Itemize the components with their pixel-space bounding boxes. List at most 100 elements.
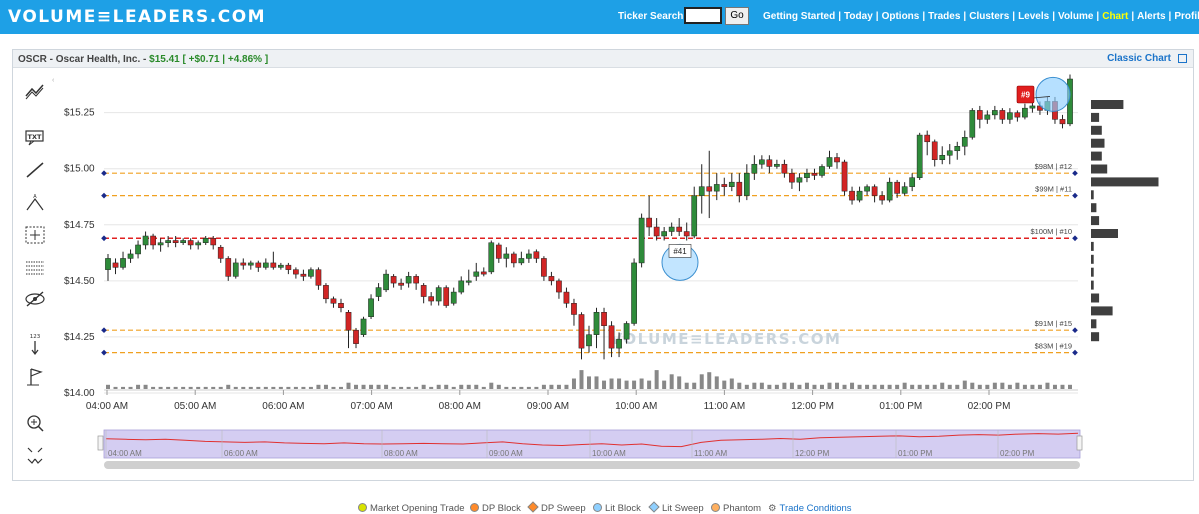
- nav-clusters[interactable]: Clusters: [969, 11, 1010, 22]
- candle-up: [661, 231, 668, 237]
- volume-bar: [166, 386, 171, 389]
- abc-pattern-tool-icon[interactable]: A: [20, 190, 50, 216]
- volume-bar: [338, 386, 343, 389]
- candle-down: [653, 226, 660, 237]
- candle-up: [247, 262, 254, 266]
- candle-down: [533, 251, 540, 259]
- hide-drawings-icon[interactable]: [20, 286, 50, 312]
- legend-item-dp-sweep[interactable]: DP Sweep: [527, 501, 586, 514]
- candle-down: [548, 276, 555, 282]
- volume-bar: [256, 386, 261, 389]
- volume-bar: [436, 384, 441, 389]
- volume-bar: [271, 386, 276, 389]
- legend-label: Market Opening Trade: [370, 503, 465, 514]
- volume-bar: [278, 386, 283, 389]
- candle-down: [556, 280, 562, 293]
- volume-bar: [384, 384, 389, 389]
- candle-up: [856, 190, 863, 201]
- nav-options[interactable]: Options: [881, 11, 920, 22]
- volume-bar: [1060, 384, 1065, 389]
- candle-up: [774, 163, 780, 167]
- volume-profile-bar: [1091, 267, 1094, 277]
- candle-up: [503, 253, 510, 259]
- candle-down: [736, 181, 743, 196]
- candle-up: [638, 217, 645, 264]
- volume-bar: [113, 386, 118, 389]
- trade-rank-label: #9: [1021, 91, 1030, 100]
- candle-up: [796, 177, 803, 183]
- nav-levels[interactable]: Levels: [1018, 11, 1050, 22]
- trend-tool-icon[interactable]: [20, 78, 50, 104]
- nav-volume[interactable]: Volume: [1058, 11, 1094, 22]
- y-tick-label: $14.50: [64, 276, 95, 287]
- candle-up: [916, 134, 923, 178]
- flag-tool-icon[interactable]: [20, 364, 50, 390]
- classic-chart-link[interactable]: Classic Chart: [1107, 53, 1171, 64]
- volume-bar: [662, 380, 667, 389]
- x-tick-label: 08:00 AM: [439, 401, 481, 412]
- legend-label: Trade Conditions: [779, 503, 852, 514]
- nav-getting-started[interactable]: Getting Started: [763, 11, 836, 22]
- candle-up: [105, 258, 111, 270]
- candle-down: [210, 237, 217, 246]
- candle-up: [954, 146, 961, 152]
- main-nav: Getting Started | Today | Options | Trades | Clu…: [763, 11, 1199, 22]
- level-marker-left: [101, 235, 107, 242]
- candle-down: [766, 159, 773, 167]
- volume-bar: [669, 374, 674, 389]
- text-tool-icon[interactable]: TXT: [20, 124, 50, 150]
- volume-bar: [173, 386, 178, 389]
- collapse-toolbar-icon[interactable]: [20, 442, 50, 468]
- level-label: $83M | #19: [1035, 342, 1072, 351]
- candle-up: [901, 186, 908, 194]
- volume-bar: [624, 380, 629, 389]
- volume-bar: [263, 386, 268, 389]
- site-logo[interactable]: VOLUME≡LEADERS.COM: [8, 7, 267, 27]
- candle-down: [300, 273, 307, 277]
- volume-bar: [804, 382, 809, 389]
- fib-tool-icon[interactable]: [20, 255, 50, 281]
- nav-today[interactable]: Today: [844, 11, 873, 22]
- crosshair-tool-icon[interactable]: [20, 222, 50, 248]
- nav-trades[interactable]: Trades: [928, 11, 961, 22]
- legend-label: Lit Sweep: [662, 503, 704, 514]
- nav-alerts[interactable]: Alerts: [1137, 11, 1166, 22]
- legend-item-dp-block[interactable]: DP Block: [470, 503, 521, 514]
- x-tick-label: 11:00 AM: [704, 401, 746, 412]
- volume-bar: [880, 384, 885, 389]
- volume-bar: [707, 372, 712, 389]
- navigator-tick-label: 02:00 PM: [1000, 449, 1035, 458]
- legend-item-lit-sweep[interactable]: Lit Sweep: [648, 501, 704, 514]
- legend-item-market-opening-trade[interactable]: Market Opening Trade: [358, 503, 465, 514]
- volume-bar: [233, 386, 238, 389]
- zoom-tool-icon[interactable]: [20, 410, 50, 436]
- volume-bar: [121, 386, 126, 389]
- candle-down: [849, 190, 855, 201]
- legend-item-lit-block[interactable]: Lit Block: [593, 503, 641, 514]
- volume-bar: [932, 384, 937, 389]
- expand-icon[interactable]: [1178, 54, 1187, 63]
- volume-bar: [451, 386, 456, 389]
- nav-profile[interactable]: Profile: [1174, 11, 1199, 22]
- candle-down: [187, 240, 194, 246]
- navigator-tick-label: 10:00 AM: [592, 449, 626, 458]
- line-tool-icon[interactable]: [20, 157, 50, 183]
- volume-bar: [887, 384, 892, 389]
- candle-up: [698, 186, 705, 196]
- candlestick-chart[interactable]: $15.25 $15.00 $14.75 $14.50 $14.25 $14.00 04:0…: [0, 0, 1199, 500]
- volume-bar: [323, 384, 328, 389]
- legend-item-phantom[interactable]: Phantom: [711, 503, 761, 514]
- navigator-tick-label: 09:00 AM: [489, 449, 523, 458]
- volume-profile-bar: [1091, 138, 1105, 148]
- volume-bar: [466, 384, 471, 389]
- level-marker-right: [1072, 327, 1078, 334]
- diamond-icon: [648, 501, 660, 513]
- legend-item-trade-conditions[interactable]: ⚙ Trade Conditions: [768, 503, 852, 514]
- measure-tool-icon[interactable]: 123: [20, 331, 50, 357]
- candle-down: [112, 262, 119, 268]
- nav-chart[interactable]: Chart: [1102, 11, 1129, 22]
- ticker-search-input[interactable]: [684, 7, 722, 24]
- volume-bar: [158, 386, 163, 389]
- volume-bar: [1000, 382, 1005, 389]
- go-button[interactable]: Go: [725, 7, 749, 25]
